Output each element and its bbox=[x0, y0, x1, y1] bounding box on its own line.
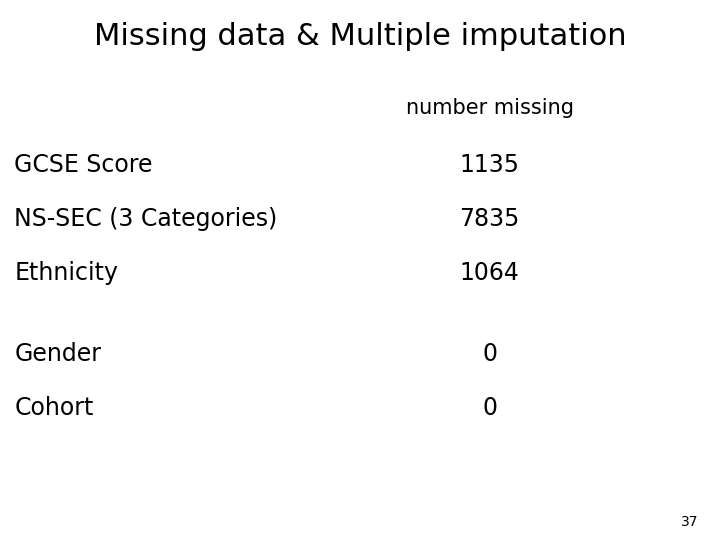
Text: Cohort: Cohort bbox=[14, 396, 94, 420]
Text: Ethnicity: Ethnicity bbox=[14, 261, 118, 285]
Text: NS-SEC (3 Categories): NS-SEC (3 Categories) bbox=[14, 207, 278, 231]
Text: 1064: 1064 bbox=[459, 261, 520, 285]
Text: number missing: number missing bbox=[405, 98, 574, 118]
Text: GCSE Score: GCSE Score bbox=[14, 153, 153, 177]
Text: 0: 0 bbox=[482, 396, 497, 420]
Text: Missing data & Multiple imputation: Missing data & Multiple imputation bbox=[94, 22, 626, 51]
Text: 7835: 7835 bbox=[459, 207, 520, 231]
Text: 37: 37 bbox=[681, 515, 698, 529]
Text: 0: 0 bbox=[482, 342, 497, 366]
Text: 1135: 1135 bbox=[459, 153, 520, 177]
Text: Gender: Gender bbox=[14, 342, 102, 366]
